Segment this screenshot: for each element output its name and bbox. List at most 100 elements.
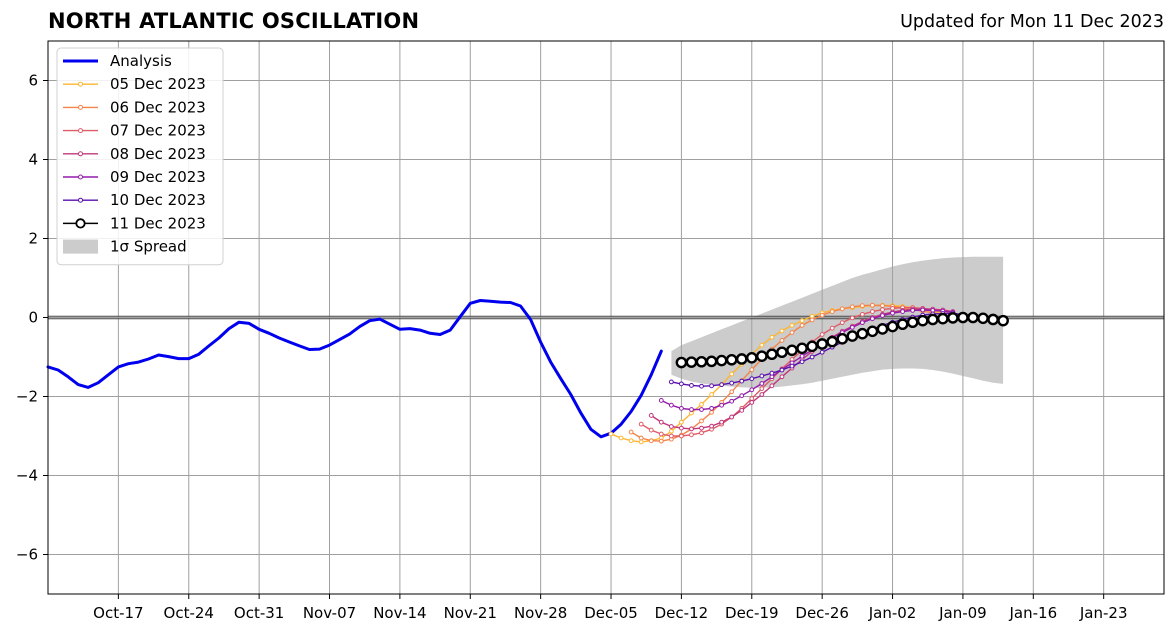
series-point bbox=[749, 396, 755, 401]
x-tick-label: Oct-31 bbox=[234, 604, 284, 622]
legend-item: 06 Dec 2023 bbox=[63, 98, 206, 116]
chart-title: NORTH ATLANTIC OSCILLATION bbox=[48, 9, 420, 33]
series-point bbox=[836, 333, 849, 345]
series-point bbox=[809, 354, 815, 360]
legend-label: 1σ Spread bbox=[110, 238, 187, 256]
series-point bbox=[987, 313, 999, 326]
series-point bbox=[859, 303, 865, 309]
y-tick-label: 0 bbox=[28, 309, 38, 327]
series-point bbox=[819, 312, 825, 318]
legend-item: 07 Dec 2023 bbox=[63, 122, 206, 140]
series-point bbox=[668, 424, 674, 429]
series-point bbox=[890, 310, 895, 316]
series-point bbox=[729, 380, 735, 386]
series-point bbox=[839, 306, 845, 312]
series-point bbox=[749, 367, 755, 373]
series-point bbox=[679, 381, 684, 387]
series-point bbox=[739, 407, 745, 413]
series-point bbox=[977, 312, 989, 325]
series-point bbox=[749, 376, 755, 382]
series-point bbox=[638, 421, 644, 427]
y-tick-label: 6 bbox=[28, 72, 38, 90]
series-point bbox=[685, 356, 698, 368]
series-point bbox=[876, 323, 889, 335]
series-point bbox=[769, 370, 775, 376]
series-point bbox=[819, 349, 825, 355]
series-point bbox=[916, 314, 929, 327]
axes-layer: Oct-17 Oct-24 Oct-31 Nov-07 Nov-14 Nov-21 Nov-… bbox=[16, 40, 1165, 622]
series-point bbox=[809, 317, 815, 323]
series-point bbox=[900, 309, 905, 314]
series-point bbox=[735, 353, 748, 365]
series-point bbox=[826, 335, 839, 348]
series-point bbox=[829, 325, 835, 331]
series-point bbox=[756, 350, 768, 363]
y-tick-label: −2 bbox=[16, 388, 38, 406]
series-point bbox=[729, 398, 735, 404]
series-point bbox=[709, 423, 714, 429]
series-point bbox=[745, 351, 758, 364]
series-point bbox=[695, 355, 708, 368]
x-tick-label: Dec-12 bbox=[655, 604, 709, 622]
series-point bbox=[937, 312, 949, 325]
series-point bbox=[658, 419, 664, 425]
x-tick-label: Oct-17 bbox=[93, 604, 143, 622]
series-point bbox=[729, 371, 735, 377]
series-point bbox=[769, 383, 775, 389]
series-point bbox=[779, 328, 785, 334]
series-point bbox=[618, 435, 624, 441]
series-point bbox=[759, 386, 765, 392]
series-point bbox=[769, 334, 775, 340]
series-point bbox=[715, 354, 728, 367]
series-0 bbox=[46, 299, 663, 439]
series-point bbox=[786, 344, 798, 357]
legend-marker bbox=[78, 151, 83, 157]
series-point bbox=[709, 383, 714, 389]
series-point bbox=[896, 318, 909, 331]
series-point bbox=[779, 374, 785, 380]
series-point bbox=[839, 320, 845, 326]
series-point bbox=[926, 313, 939, 326]
series-point bbox=[628, 438, 634, 444]
series-point bbox=[709, 409, 714, 415]
legend-item: 1σ Spread bbox=[63, 238, 187, 256]
series-point bbox=[729, 389, 735, 395]
series-point bbox=[796, 342, 808, 355]
series-point bbox=[648, 438, 654, 444]
series-point bbox=[870, 302, 875, 308]
y-tick-label: 2 bbox=[28, 230, 38, 248]
series-point bbox=[819, 332, 825, 337]
series-point bbox=[719, 382, 725, 388]
series-point bbox=[789, 363, 795, 369]
x-tick-label: Jan-02 bbox=[868, 604, 917, 622]
series-point bbox=[799, 359, 805, 365]
series-point bbox=[648, 413, 654, 418]
legend-label: Analysis bbox=[110, 52, 172, 70]
x-tick-label: Jan-23 bbox=[1079, 604, 1128, 622]
series-layer bbox=[46, 299, 1009, 445]
series-point bbox=[638, 435, 644, 441]
legend-marker bbox=[78, 197, 83, 203]
series-point bbox=[957, 311, 969, 324]
series-point bbox=[886, 320, 899, 333]
series-point bbox=[766, 348, 778, 361]
series-point bbox=[880, 313, 885, 318]
chart-subtitle: Updated for Mon 11 Dec 2023 bbox=[900, 12, 1164, 32]
series-point bbox=[658, 431, 664, 437]
series-point bbox=[806, 340, 818, 353]
series-point bbox=[759, 342, 765, 348]
legend-item: 11 Dec 2023 bbox=[63, 214, 206, 232]
legend-label: 09 Dec 2023 bbox=[110, 168, 206, 186]
x-tick-label: Nov-14 bbox=[373, 604, 426, 622]
series-point bbox=[705, 355, 718, 368]
series-point bbox=[699, 402, 704, 407]
legend-swatch bbox=[63, 239, 98, 254]
series-point bbox=[628, 429, 634, 435]
legend-marker bbox=[75, 218, 86, 229]
series-point bbox=[759, 392, 765, 397]
series-point bbox=[675, 356, 688, 369]
x-tick-label: Dec-05 bbox=[584, 604, 638, 622]
series-point bbox=[699, 407, 704, 412]
series-point bbox=[668, 402, 674, 408]
series-point bbox=[709, 405, 714, 411]
